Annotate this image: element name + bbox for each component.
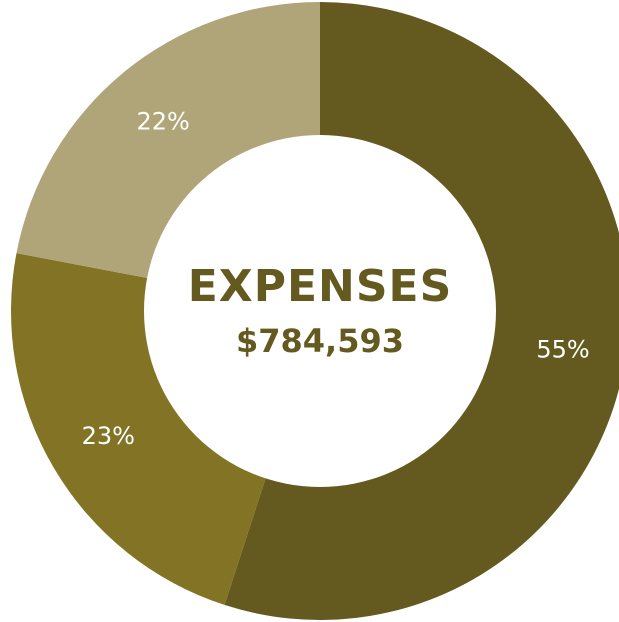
slice-label-55: 55% [536, 336, 589, 364]
total-expenses-value: $784,593 [236, 322, 404, 360]
chart-title: EXPENSES [188, 261, 453, 312]
slice-label-22: 22% [137, 108, 190, 136]
donut-center-hole [144, 135, 496, 487]
slice-labels: 55% 23% 22% [82, 108, 590, 451]
slice-label-23: 23% [82, 422, 135, 450]
